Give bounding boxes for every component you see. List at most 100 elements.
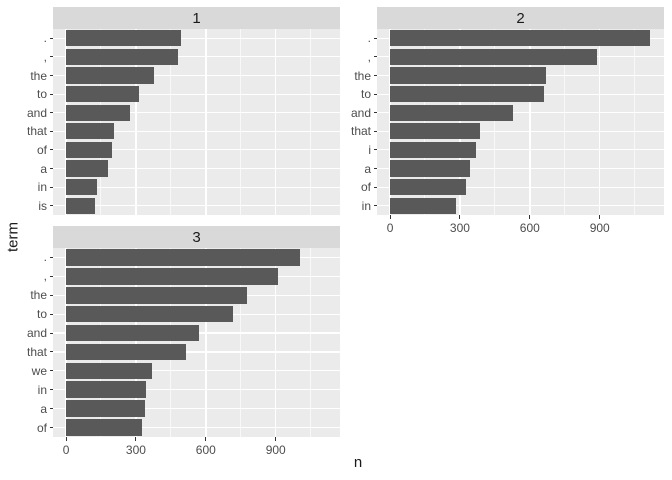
y-axis-tick (49, 332, 53, 334)
y-axis-label: the (30, 68, 47, 83)
x-axis-tick-label: 600 (195, 442, 216, 457)
bar-and (66, 324, 199, 342)
gridline-major (599, 29, 601, 215)
bar-that (66, 343, 187, 361)
bar-we (66, 362, 153, 380)
bar-of (66, 419, 143, 436)
gridline-minor (170, 248, 172, 437)
y-axis-tick (49, 389, 53, 391)
x-axis-tick (275, 437, 277, 441)
bar-the (390, 67, 546, 84)
y-axis-tick (49, 256, 53, 258)
gridline-major (389, 29, 391, 215)
plot-panel (53, 248, 340, 437)
facet-strip-label: 3 (192, 228, 201, 246)
y-axis-tick (49, 149, 53, 151)
y-axis-label: to (36, 87, 47, 102)
gridline-major (135, 248, 137, 437)
y-axis-label: to (36, 307, 47, 322)
gridline-minor (240, 29, 242, 215)
x-axis-tick-label: 600 (519, 220, 540, 235)
facet-strip-label: 2 (516, 9, 525, 27)
gridline-major (65, 29, 67, 215)
gridline-minor (100, 248, 102, 437)
y-axis-tick (49, 275, 53, 277)
y-axis-label: to (360, 87, 371, 102)
y-axis-label: of (36, 420, 47, 435)
y-axis-tick (373, 149, 377, 151)
x-axis-tick (599, 215, 601, 219)
y-axis-label: . (367, 31, 371, 46)
y-axis-label: and (26, 105, 47, 120)
bar-to (66, 305, 233, 323)
y-axis-tick (373, 186, 377, 188)
bar-of (66, 141, 112, 159)
bar-. (390, 30, 650, 47)
gridline-major (135, 29, 137, 215)
bar-that (66, 123, 115, 140)
gridline-horizontal (53, 74, 340, 77)
gridline-minor (424, 29, 426, 215)
gridline-horizontal (377, 112, 664, 114)
gridline-horizontal (53, 370, 340, 372)
gridline-horizontal (53, 112, 340, 114)
gridline-horizontal (53, 408, 340, 410)
y-axis-tick (373, 37, 377, 39)
x-axis-tick (389, 215, 391, 219)
gridline-horizontal (377, 186, 664, 188)
gridline-horizontal (53, 56, 340, 58)
y-axis-tick (49, 408, 53, 410)
y-axis-tick (49, 75, 53, 76)
y-axis-tick (373, 130, 377, 132)
bar-. (66, 249, 301, 266)
x-axis-tick-label: 900 (265, 442, 286, 457)
y-axis-label: and (350, 105, 371, 120)
x-axis-tick-label: 900 (589, 220, 610, 235)
y-axis-label: i (368, 142, 371, 157)
plot-panel (53, 29, 340, 215)
plot-panel (377, 29, 664, 215)
gridline-horizontal (53, 167, 340, 170)
bar-and (66, 104, 130, 121)
y-axis-tick (373, 168, 377, 169)
y-axis-tick (49, 370, 53, 372)
gridline-horizontal (53, 130, 340, 132)
y-axis-label: and (26, 326, 47, 341)
y-axis-label: . (43, 31, 47, 46)
x-axis-tick (529, 215, 531, 219)
gridline-horizontal (377, 205, 664, 207)
y-axis-tick (49, 112, 53, 114)
y-axis-tick (49, 351, 53, 353)
facet-strip: 3 (53, 226, 340, 248)
x-axis-tick (135, 437, 137, 441)
gridline-major (205, 29, 207, 215)
y-axis-label: that (350, 124, 371, 139)
x-axis-tick-label: 0 (62, 442, 70, 457)
y-axis-tick (49, 130, 53, 132)
y-axis-tick (49, 313, 53, 315)
y-axis-tick (49, 205, 53, 207)
bar-, (66, 48, 179, 66)
bar-a (390, 160, 471, 177)
y-axis-label: we (31, 363, 47, 378)
gridline-horizontal (377, 149, 664, 151)
y-axis-tick (49, 37, 53, 39)
y-axis-tick (49, 427, 53, 429)
y-axis-label: the (354, 68, 371, 83)
y-axis-label: , (43, 49, 47, 64)
y-axis-title: term (4, 222, 22, 252)
bar-in (66, 381, 146, 399)
x-axis-tick-label: 300 (125, 442, 146, 457)
x-axis-title: n (353, 454, 363, 471)
gridline-horizontal (53, 205, 340, 207)
bar-, (66, 268, 279, 285)
bar-to (390, 85, 545, 103)
x-axis-tick (459, 215, 461, 219)
bar-and (390, 104, 513, 121)
gridline-major (275, 29, 277, 215)
y-axis-label: a (40, 161, 47, 176)
y-axis-label: that (26, 124, 47, 139)
y-axis-tick (373, 56, 377, 58)
y-axis-label: is (38, 198, 47, 213)
bar-i (390, 141, 476, 159)
